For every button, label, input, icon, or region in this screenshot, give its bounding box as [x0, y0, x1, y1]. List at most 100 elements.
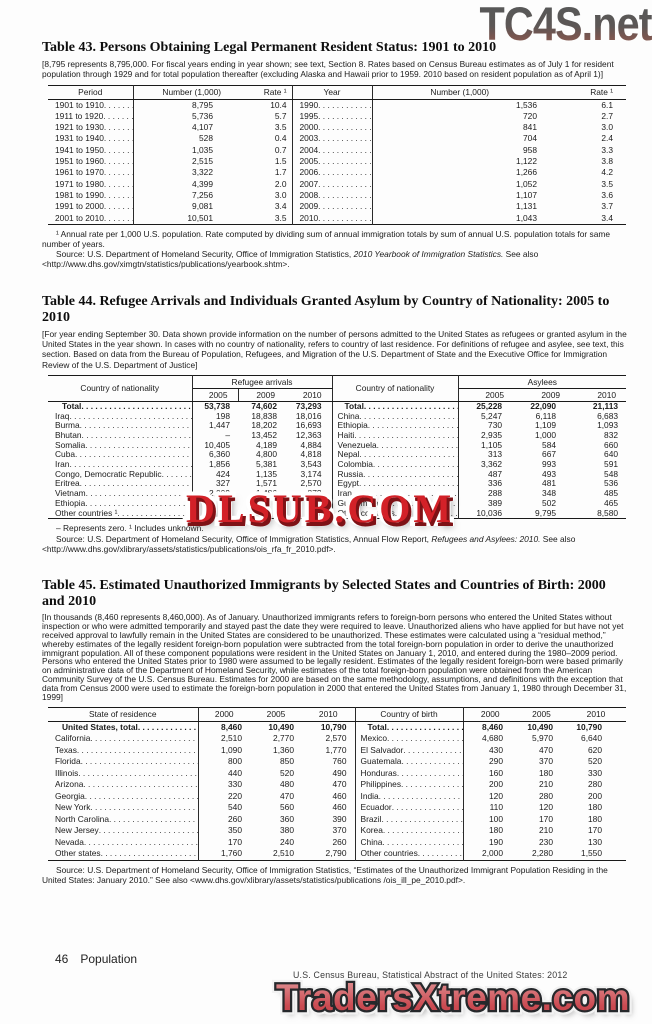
table-cell: 288: [488, 489, 503, 499]
table45-source: Source: U.S. Department of Homeland Secu…: [42, 864, 608, 886]
page-number: 46: [55, 952, 69, 966]
table-cell: 1,107: [516, 189, 537, 200]
table-cell: 502: [542, 498, 557, 508]
table-cell: 424: [216, 469, 230, 479]
table-cell: 10,036: [476, 508, 503, 518]
table-cell: Ethiopia: [48, 498, 193, 509]
table-cell: 485: [604, 489, 619, 499]
table-cell: 2,280: [532, 848, 553, 859]
table-cell: Illinois: [48, 767, 199, 780]
table-cell: 3.8: [601, 156, 613, 167]
table-cell: 1,105: [481, 440, 503, 450]
table-cell: 1,550: [581, 848, 602, 859]
table-cell: Other states: [48, 848, 199, 861]
table44-header: Country of nationality Refugee arrivals …: [48, 375, 627, 402]
table-cell: 130: [588, 836, 602, 847]
table-cell: 3.5: [250, 212, 293, 225]
table-cell: Nepal: [332, 450, 459, 461]
table-cell: 1981 to 1990: [48, 189, 134, 202]
table-cell: 389: [488, 498, 503, 508]
table-cell: 348: [542, 489, 557, 499]
table-cell: 10,405: [204, 440, 230, 450]
table44-source: Source: U.S. Department of Homeland Secu…: [42, 534, 628, 554]
table-cell: Arizona: [48, 779, 199, 791]
table-row: Ethiopia Guatemala 389 502 465: [48, 498, 626, 509]
watermark-traders-fill: TradersXtreme.com: [276, 977, 631, 1018]
table-cell: Iran: [48, 460, 193, 470]
table-cell: 6,640: [581, 733, 602, 744]
table-cell: 1911 to 1920: [48, 110, 134, 123]
page-footer: 46 Population: [55, 952, 137, 966]
table-cell: 520: [280, 767, 294, 778]
table-cell: Iraq: [48, 411, 193, 422]
table-cell: Iran: [332, 489, 459, 499]
table-cell: Colombia: [332, 460, 459, 470]
table-cell: 5,247: [481, 411, 503, 421]
table-cell: 18,202: [251, 421, 277, 431]
col-header-country-birth: Country of birth: [355, 707, 464, 722]
table-cell: 280: [588, 779, 602, 790]
table-cell: 832: [604, 430, 619, 440]
table-cell: Texas: [48, 744, 199, 757]
table44-footnote: – Represents zero. ¹ Includes unknown.: [56, 523, 204, 534]
table-cell: 1,090: [221, 744, 242, 755]
table-cell: 4,189: [256, 440, 277, 450]
table-cell: 53,738: [204, 401, 230, 411]
col-header-2005-left: 2005: [250, 707, 302, 722]
table-cell: Vietnam: [48, 489, 193, 499]
table-cell: [285, 498, 333, 509]
table-cell: China: [332, 411, 459, 422]
table-cell: 2.7: [601, 110, 613, 121]
table-cell: Eritrea: [48, 479, 193, 490]
table-row: Total53,73874,60273,293Total25,22822,090…: [48, 401, 626, 412]
table45-body: United States, total8,46010,49010,790Tot…: [48, 721, 626, 861]
table-cell: 120: [489, 790, 503, 801]
table-row: Other countries ¹ Other countries 10,036 9,…: [48, 508, 626, 519]
table-cell: 13,452: [251, 430, 277, 440]
table-cell: 12,363: [285, 430, 333, 441]
table-cell: Haiti: [332, 430, 459, 441]
table-cell: 22,090: [530, 401, 557, 411]
table-cell: 170: [228, 836, 242, 847]
table-cell: [192, 509, 238, 519]
table-cell: 720: [523, 110, 537, 121]
table43-note: [8,795 represents 8,795,000. For fiscal …: [42, 59, 614, 80]
table-cell: El Salvador: [355, 744, 464, 757]
table-cell: 4,680: [482, 733, 503, 744]
table-cell: 260: [302, 836, 356, 849]
table-cell: 460: [302, 790, 356, 803]
table-cell: 2005: [292, 156, 373, 168]
table-cell: 1921 to 1930: [48, 122, 134, 134]
table-cell: 330: [588, 767, 602, 778]
table-cell: New Jersey: [48, 825, 199, 837]
table45-title: Table 45. Estimated Unauthorized Immigra…: [42, 577, 606, 609]
table-row: United States, total8,46010,49010,790Tot…: [48, 721, 626, 734]
table-cell: 3.7: [601, 201, 613, 212]
table-cell: 2008: [292, 189, 373, 202]
table-cell: 240: [280, 836, 294, 847]
table-cell: 8,460: [482, 721, 503, 732]
table-cell: North Carolina: [48, 813, 199, 826]
table-cell: [238, 499, 285, 509]
col-header-rate-right: Rate ¹: [547, 85, 626, 100]
table-cell: 2,570: [302, 733, 356, 745]
table-cell: 490: [302, 767, 356, 780]
table-cell: 3.5: [601, 178, 613, 189]
table-cell: [238, 509, 285, 519]
table43-footnote: ¹ Annual rate per 1,000 U.S. population.…: [42, 228, 610, 250]
census-credit-line: U.S. Census Bureau, Statistical Abstract…: [293, 970, 568, 980]
table-cell: 3,543: [285, 460, 333, 470]
table-cell: 73,293: [285, 401, 333, 412]
table45-note: [In thousands (8,460 represents 8,460,00…: [42, 611, 627, 703]
table-cell: 21,113: [592, 401, 619, 411]
table-cell: Cuba: [48, 450, 193, 461]
table-cell: 74,602: [251, 401, 277, 411]
